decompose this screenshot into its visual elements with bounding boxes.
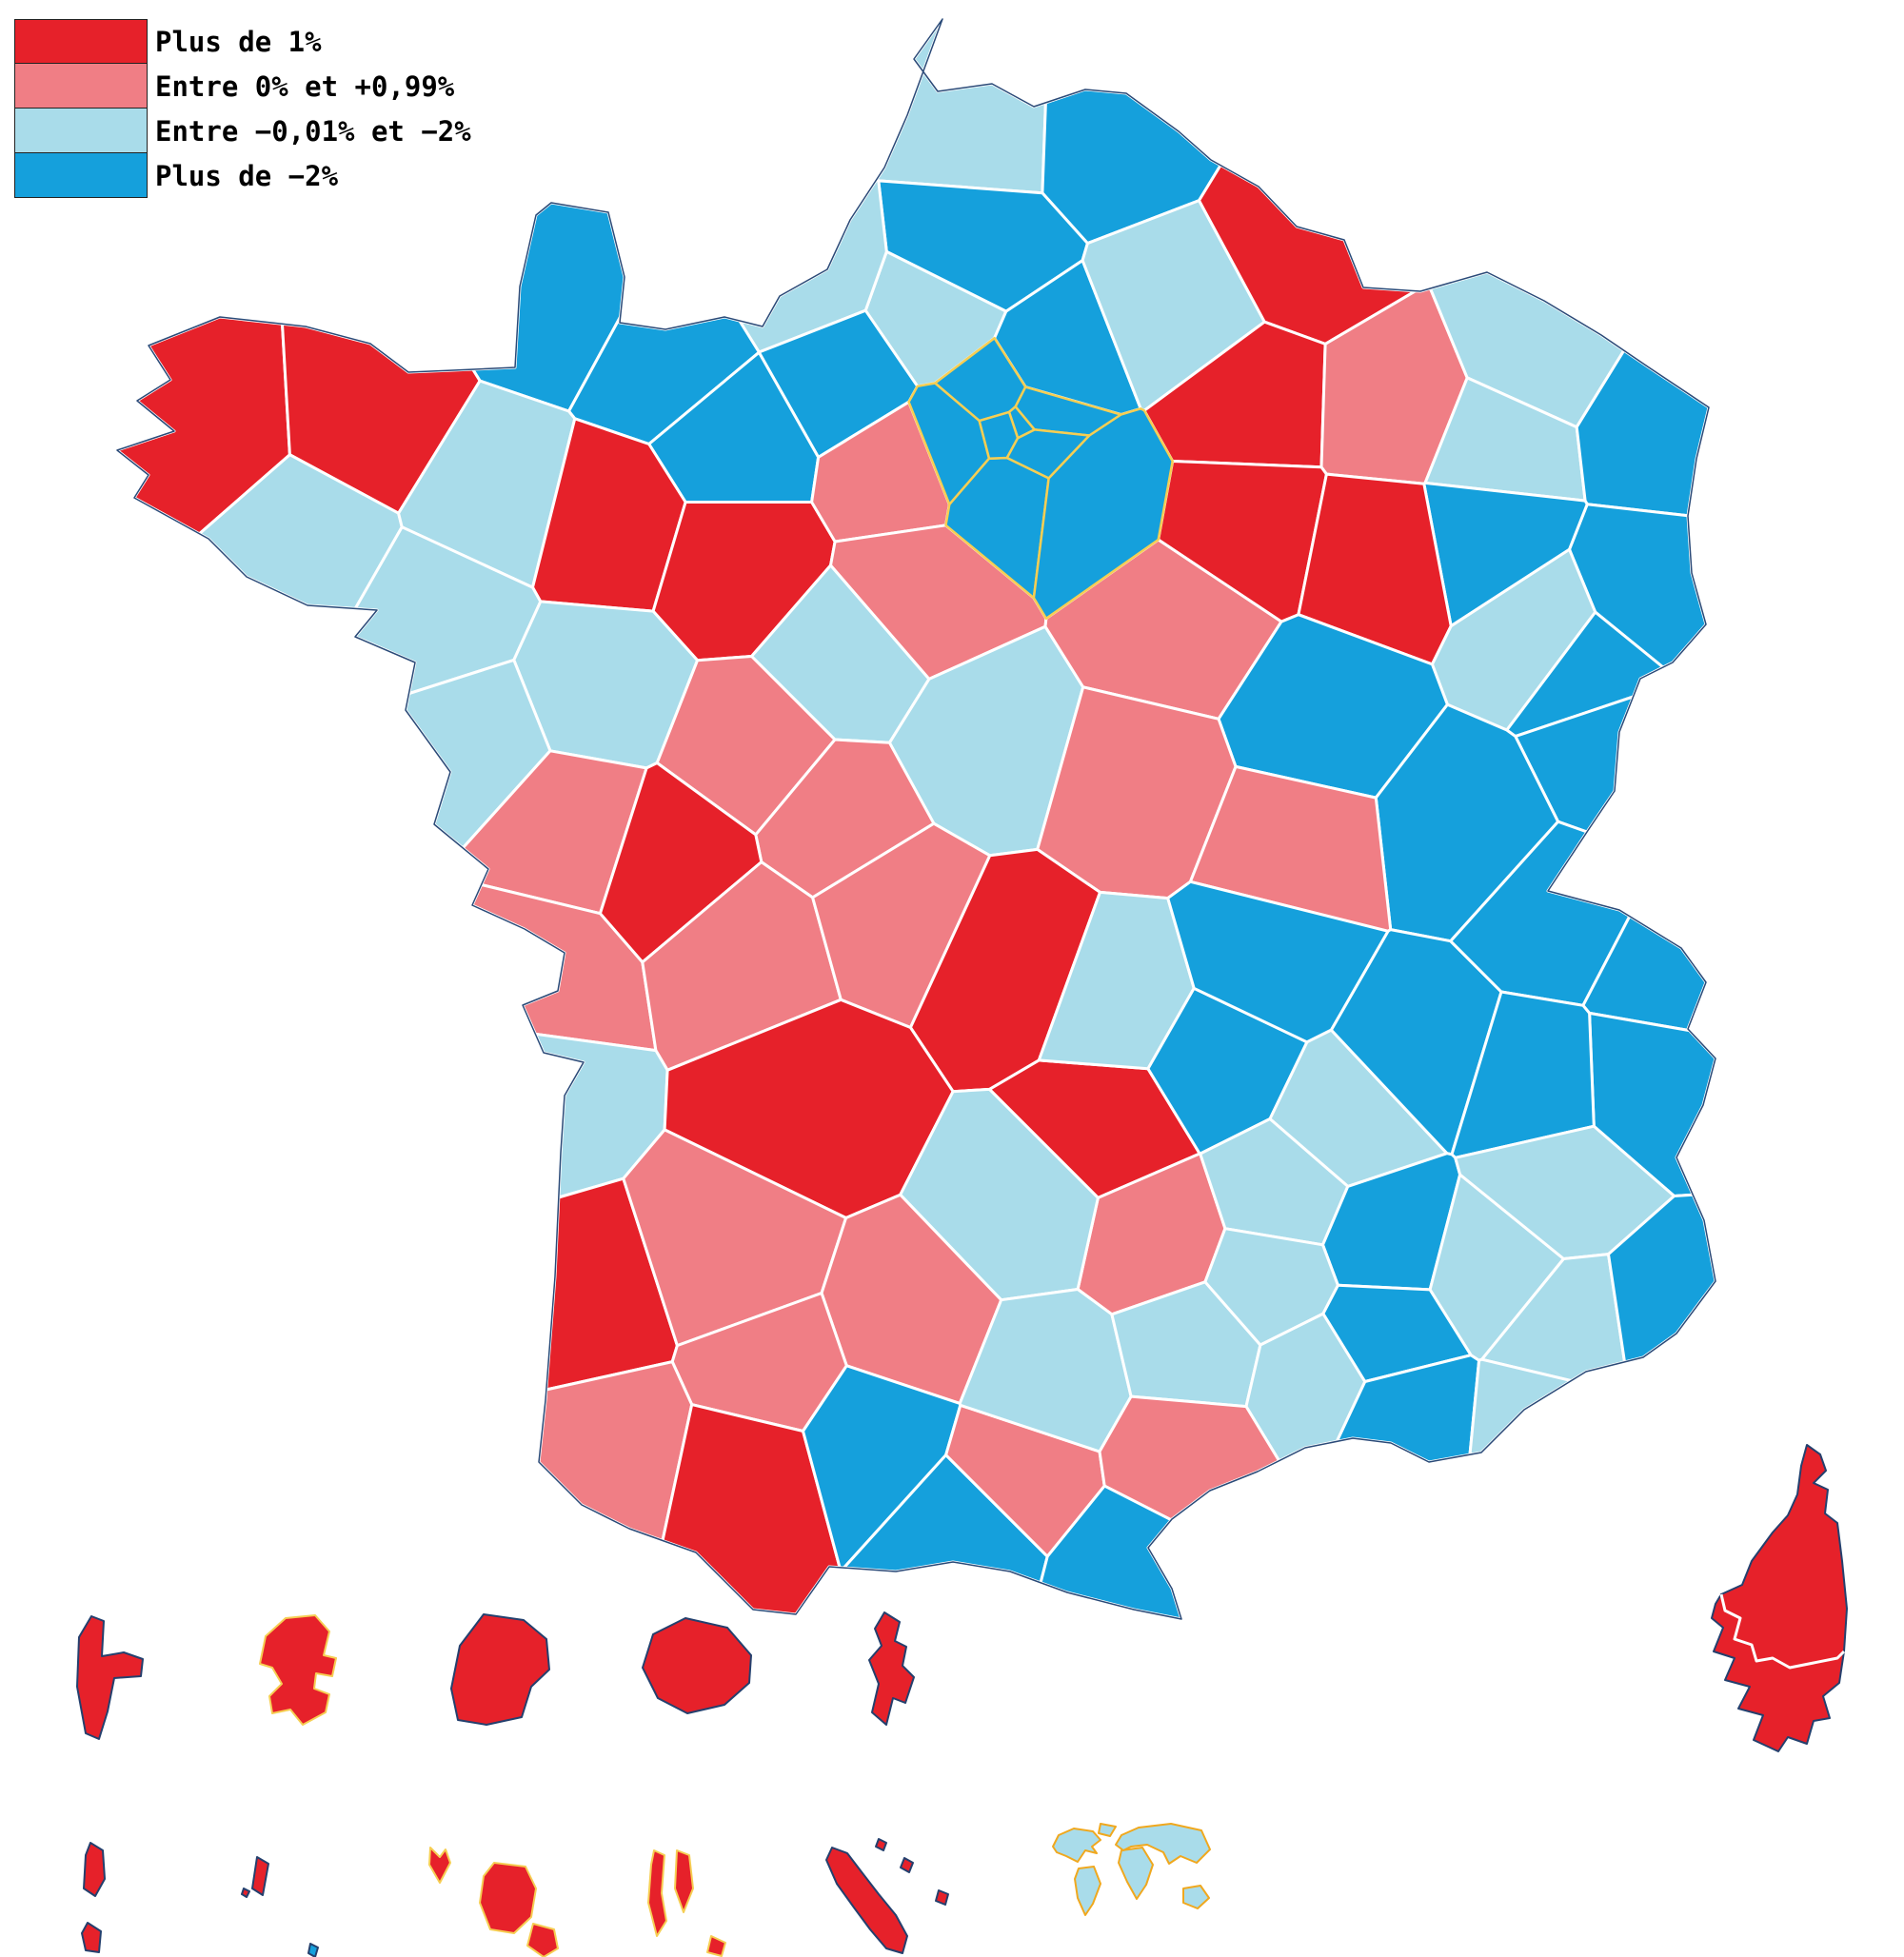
- territory-islet-blue[interactable]: [307, 1943, 319, 1957]
- territory-guyane[interactable]: [450, 1613, 550, 1726]
- legend-item: Plus de 1%: [14, 19, 471, 64]
- territory-saint-barthelemy[interactable]: [81, 1922, 102, 1953]
- legend-item: Entre 0% et +0,99%: [14, 64, 471, 109]
- world-australia: [1182, 1885, 1210, 1909]
- territory-saint-martin[interactable]: [83, 1842, 106, 1897]
- legend-swatch-lightblue: [14, 109, 148, 153]
- territory-islet-dot[interactable]: [241, 1888, 250, 1898]
- territory-corse-haute[interactable]: [1720, 1444, 1848, 1669]
- legend-swatch-blue: [14, 153, 148, 198]
- department-cell[interactable]: [875, 17, 1047, 195]
- territory-reunion[interactable]: [642, 1617, 752, 1714]
- territory-wallis-1[interactable]: [647, 1849, 667, 1937]
- legend-label: Plus de −2%: [155, 159, 339, 192]
- territory-wallis-2[interactable]: [674, 1849, 694, 1913]
- ile-de-france-cells: [907, 336, 1174, 621]
- legend-item: Plus de −2%: [14, 153, 471, 198]
- territory-polynesie-small[interactable]: [526, 1923, 559, 1957]
- territory-nouvelle-caledonie[interactable]: [825, 1847, 908, 1954]
- legend-swatch-red: [14, 19, 148, 64]
- territory-wallis-3[interactable]: [706, 1935, 726, 1957]
- legend-label: Plus de 1%: [155, 25, 322, 58]
- department-cell[interactable]: [1005, 428, 1091, 480]
- territory-islet-small[interactable]: [251, 1856, 269, 1896]
- world-greenland: [1098, 1823, 1117, 1837]
- territory-caledonie-islet-1[interactable]: [875, 1838, 887, 1851]
- department-cells: [115, 17, 1717, 1621]
- legend-item: Entre −0,01% et −2%: [14, 109, 471, 153]
- corsica-border: [1719, 1593, 1846, 1670]
- territory-polynesie-main[interactable]: [479, 1862, 537, 1934]
- legend-swatch-pink: [14, 64, 148, 109]
- world-eurasia: [1115, 1823, 1211, 1865]
- territory-mayotte[interactable]: [868, 1611, 915, 1726]
- mainland-coastline: [116, 18, 1716, 1620]
- legend-label: Entre 0% et +0,99%: [155, 69, 455, 103]
- department-cell[interactable]: [958, 1288, 1133, 1453]
- world-africa: [1118, 1847, 1154, 1900]
- territory-caledonie-islet-2[interactable]: [900, 1857, 914, 1873]
- territory-guadeloupe[interactable]: [76, 1615, 144, 1740]
- territory-polynesie-v[interactable]: [428, 1847, 451, 1884]
- legend-label: Entre −0,01% et −2%: [155, 114, 471, 148]
- islands-overseas: [76, 1444, 1848, 1957]
- territory-martinique[interactable]: [259, 1614, 337, 1726]
- world-north-america: [1052, 1828, 1101, 1863]
- world-south-america: [1074, 1866, 1101, 1916]
- legend: Plus de 1% Entre 0% et +0,99% Entre −0,0…: [14, 19, 471, 198]
- territory-caledonie-islet-3[interactable]: [935, 1889, 949, 1906]
- world-map-inset: [1052, 1823, 1211, 1916]
